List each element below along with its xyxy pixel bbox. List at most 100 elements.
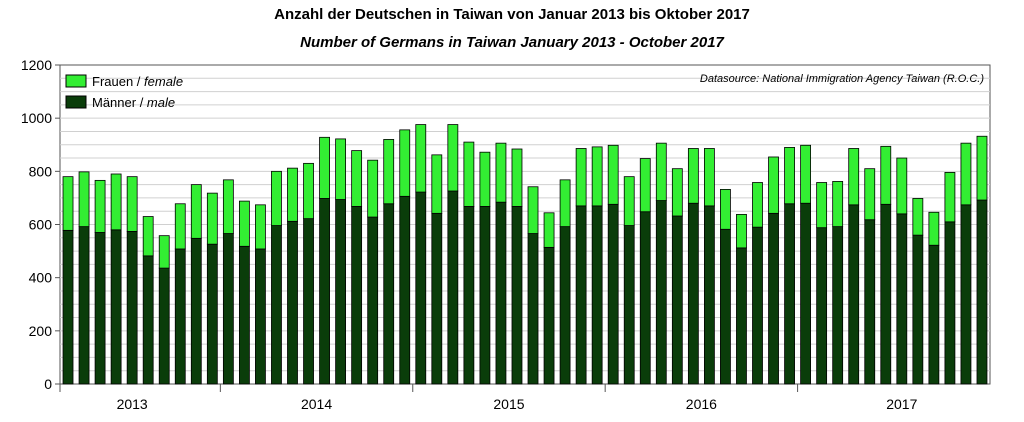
bar-male: [912, 234, 924, 385]
bar-male: [303, 218, 314, 385]
bar-female: [255, 204, 266, 250]
y-axis: 0 200 400 600 800 1000 1200: [21, 57, 60, 392]
y-tick-label: 400: [29, 270, 53, 286]
bar-male: [287, 220, 298, 385]
bar-male: [655, 200, 667, 385]
bar-male: [126, 231, 138, 385]
y-tick-label: 1000: [21, 110, 52, 126]
bar-male: [206, 243, 218, 385]
bar-female: [238, 200, 250, 247]
bar-female: [351, 150, 363, 207]
y-tick-label: 600: [29, 217, 53, 233]
bar-male: [238, 245, 250, 385]
bar-female: [671, 168, 683, 217]
bar-male: [623, 225, 635, 385]
legend-swatch-male: [65, 95, 87, 109]
bar-female: [303, 162, 314, 220]
bar-female: [864, 168, 876, 221]
legend: Frauen / female Männer / male: [65, 74, 183, 110]
bar-male: [832, 226, 844, 385]
bar-female: [880, 145, 892, 205]
bar-female: [768, 156, 779, 214]
legend-label-male: Männer / male: [92, 95, 175, 110]
bar-female: [62, 176, 74, 231]
bar-female: [687, 148, 699, 204]
bar-female: [591, 146, 603, 207]
legend-label-female: Frauen / female: [92, 74, 183, 89]
bar-female: [399, 129, 411, 197]
bar-male: [335, 199, 347, 385]
bar-female: [383, 139, 395, 205]
bar-male: [367, 216, 379, 385]
bar-male: [447, 190, 459, 385]
bar-male: [848, 204, 860, 385]
bar-male: [94, 232, 106, 385]
bar-female: [736, 213, 747, 249]
bar-female: [976, 135, 988, 201]
bar-female: [832, 181, 844, 228]
bar-female: [960, 142, 972, 206]
bar-male: [383, 203, 395, 385]
bar-female: [784, 147, 795, 205]
bar-male: [784, 203, 795, 385]
bar-male: [158, 267, 170, 385]
bar-female: [527, 186, 539, 234]
bar-female: [639, 158, 651, 213]
bar-female: [575, 148, 587, 207]
bar-male: [816, 227, 828, 385]
bar-female: [559, 179, 571, 228]
x-year-label: 2016: [686, 396, 717, 412]
chart-subtitle: Number of Germans in Taiwan January 2013…: [300, 34, 724, 51]
x-axis: 2013 2014 2015 2016 2017: [59, 384, 918, 412]
legend-swatch-female: [65, 74, 87, 88]
bar-female: [800, 144, 812, 204]
bar-female: [335, 138, 347, 200]
bar-male: [319, 198, 330, 385]
bar-male: [928, 244, 940, 385]
bar-male: [351, 206, 363, 385]
bar-male: [671, 215, 683, 385]
bar-female: [222, 179, 234, 234]
bar-female: [126, 176, 138, 232]
bar-female: [367, 159, 379, 218]
bar-male: [271, 225, 282, 385]
bar-female: [896, 157, 908, 215]
bar-male: [752, 226, 763, 385]
bar-male: [800, 202, 812, 385]
bar-male: [222, 233, 234, 385]
data-source-note: Datasource: National Immigration Agency …: [700, 73, 984, 85]
bar-female: [78, 171, 90, 228]
bar-male: [190, 237, 202, 385]
bar-female: [752, 182, 763, 228]
bar-male: [896, 213, 908, 385]
bar-female: [463, 141, 475, 207]
bar-male: [543, 246, 555, 385]
bar-female: [190, 184, 202, 239]
bar-male: [62, 229, 74, 385]
bar-male: [255, 248, 266, 385]
bar-female: [94, 179, 106, 233]
bar-female: [495, 142, 507, 203]
bar-female: [206, 192, 218, 245]
bar-male: [944, 221, 956, 385]
y-tick-label: 200: [29, 323, 53, 339]
bar-male: [511, 206, 523, 385]
x-year-label: 2014: [301, 396, 332, 412]
bar-female: [816, 182, 828, 229]
bar-male: [495, 201, 507, 385]
bar-male: [110, 229, 122, 385]
bar-female: [511, 148, 523, 207]
bar-male: [431, 212, 443, 385]
bar-male: [864, 219, 876, 385]
bar-male: [703, 205, 715, 385]
bar-male: [591, 205, 603, 385]
bar-male: [527, 233, 539, 385]
bar-male: [415, 191, 427, 385]
bar-female: [720, 189, 731, 230]
bar-male: [976, 199, 988, 385]
bar-female: [431, 154, 443, 214]
bar-male: [960, 204, 972, 385]
bar-female: [110, 173, 122, 231]
bar-male: [463, 206, 475, 385]
